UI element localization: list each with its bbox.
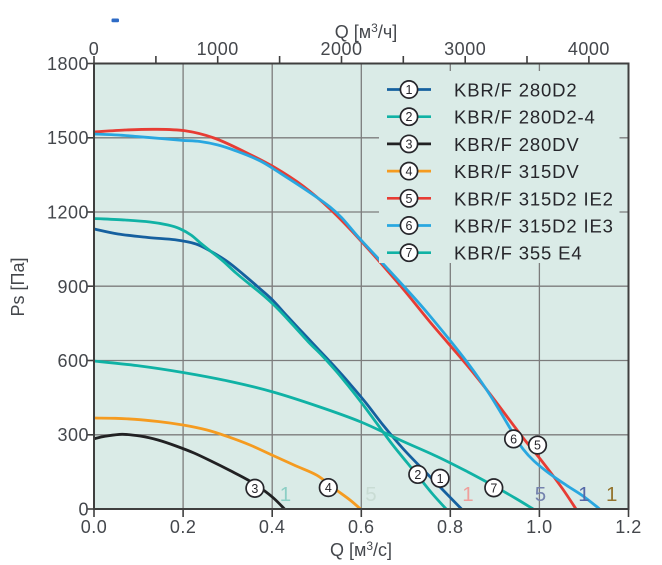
- svg-text:5: 5: [535, 483, 546, 506]
- svg-text:1000: 1000: [197, 39, 239, 59]
- svg-text:2000: 2000: [320, 39, 362, 59]
- svg-text:KBR/F 280D2-4: KBR/F 280D2-4: [454, 107, 596, 128]
- svg-text:1.0: 1.0: [526, 517, 553, 537]
- svg-text:2: 2: [414, 468, 421, 482]
- svg-text:5: 5: [365, 483, 376, 506]
- svg-text:0: 0: [89, 39, 100, 59]
- svg-text:KBR/F 315D2 IE2: KBR/F 315D2 IE2: [454, 188, 614, 209]
- svg-text:7: 7: [490, 481, 497, 495]
- svg-text:6: 6: [510, 432, 517, 446]
- svg-text:0.8: 0.8: [437, 517, 464, 537]
- svg-text:300: 300: [57, 425, 89, 445]
- svg-text:0.0: 0.0: [81, 517, 108, 537]
- svg-text:3000: 3000: [444, 39, 486, 59]
- svg-text:1200: 1200: [47, 203, 89, 223]
- svg-text:0: 0: [78, 500, 89, 520]
- svg-text:4000: 4000: [568, 39, 610, 59]
- svg-text:900: 900: [57, 277, 89, 297]
- svg-text:KBR/F 315DV: KBR/F 315DV: [454, 161, 580, 182]
- svg-text:7: 7: [406, 246, 413, 260]
- svg-text:5: 5: [406, 192, 413, 206]
- svg-text:4: 4: [406, 165, 413, 179]
- svg-text:KBR/F 280DV: KBR/F 280DV: [454, 134, 580, 155]
- svg-text:KBR/F 355 E4: KBR/F 355 E4: [454, 243, 582, 264]
- svg-text:Q [м3/с]: Q [м3/с]: [330, 539, 392, 560]
- svg-text:3: 3: [406, 137, 413, 151]
- svg-text:4: 4: [325, 481, 332, 495]
- svg-text:1: 1: [437, 472, 444, 486]
- svg-text:KBR/F 280D2: KBR/F 280D2: [454, 80, 578, 101]
- svg-text:6: 6: [406, 219, 413, 233]
- svg-text:5: 5: [534, 439, 541, 453]
- svg-text:1: 1: [578, 483, 589, 506]
- svg-text:1: 1: [606, 483, 617, 506]
- svg-text:Q [м3/ч]: Q [м3/ч]: [335, 21, 397, 42]
- svg-text:1.2: 1.2: [615, 517, 642, 537]
- svg-text:1800: 1800: [47, 54, 89, 74]
- svg-text:600: 600: [57, 351, 89, 371]
- svg-text:0.4: 0.4: [259, 517, 286, 537]
- svg-text:1500: 1500: [47, 128, 89, 148]
- svg-text:1: 1: [280, 483, 291, 506]
- svg-text:0.6: 0.6: [348, 517, 375, 537]
- svg-text:2: 2: [406, 110, 413, 124]
- svg-text:0.2: 0.2: [170, 517, 197, 537]
- svg-text:3: 3: [251, 482, 258, 496]
- svg-text:Ps [Па]: Ps [Па]: [8, 258, 28, 317]
- svg-text:1: 1: [462, 483, 473, 506]
- svg-text:KBR/F 315D2 IE3: KBR/F 315D2 IE3: [454, 216, 614, 237]
- svg-text:1: 1: [406, 83, 413, 97]
